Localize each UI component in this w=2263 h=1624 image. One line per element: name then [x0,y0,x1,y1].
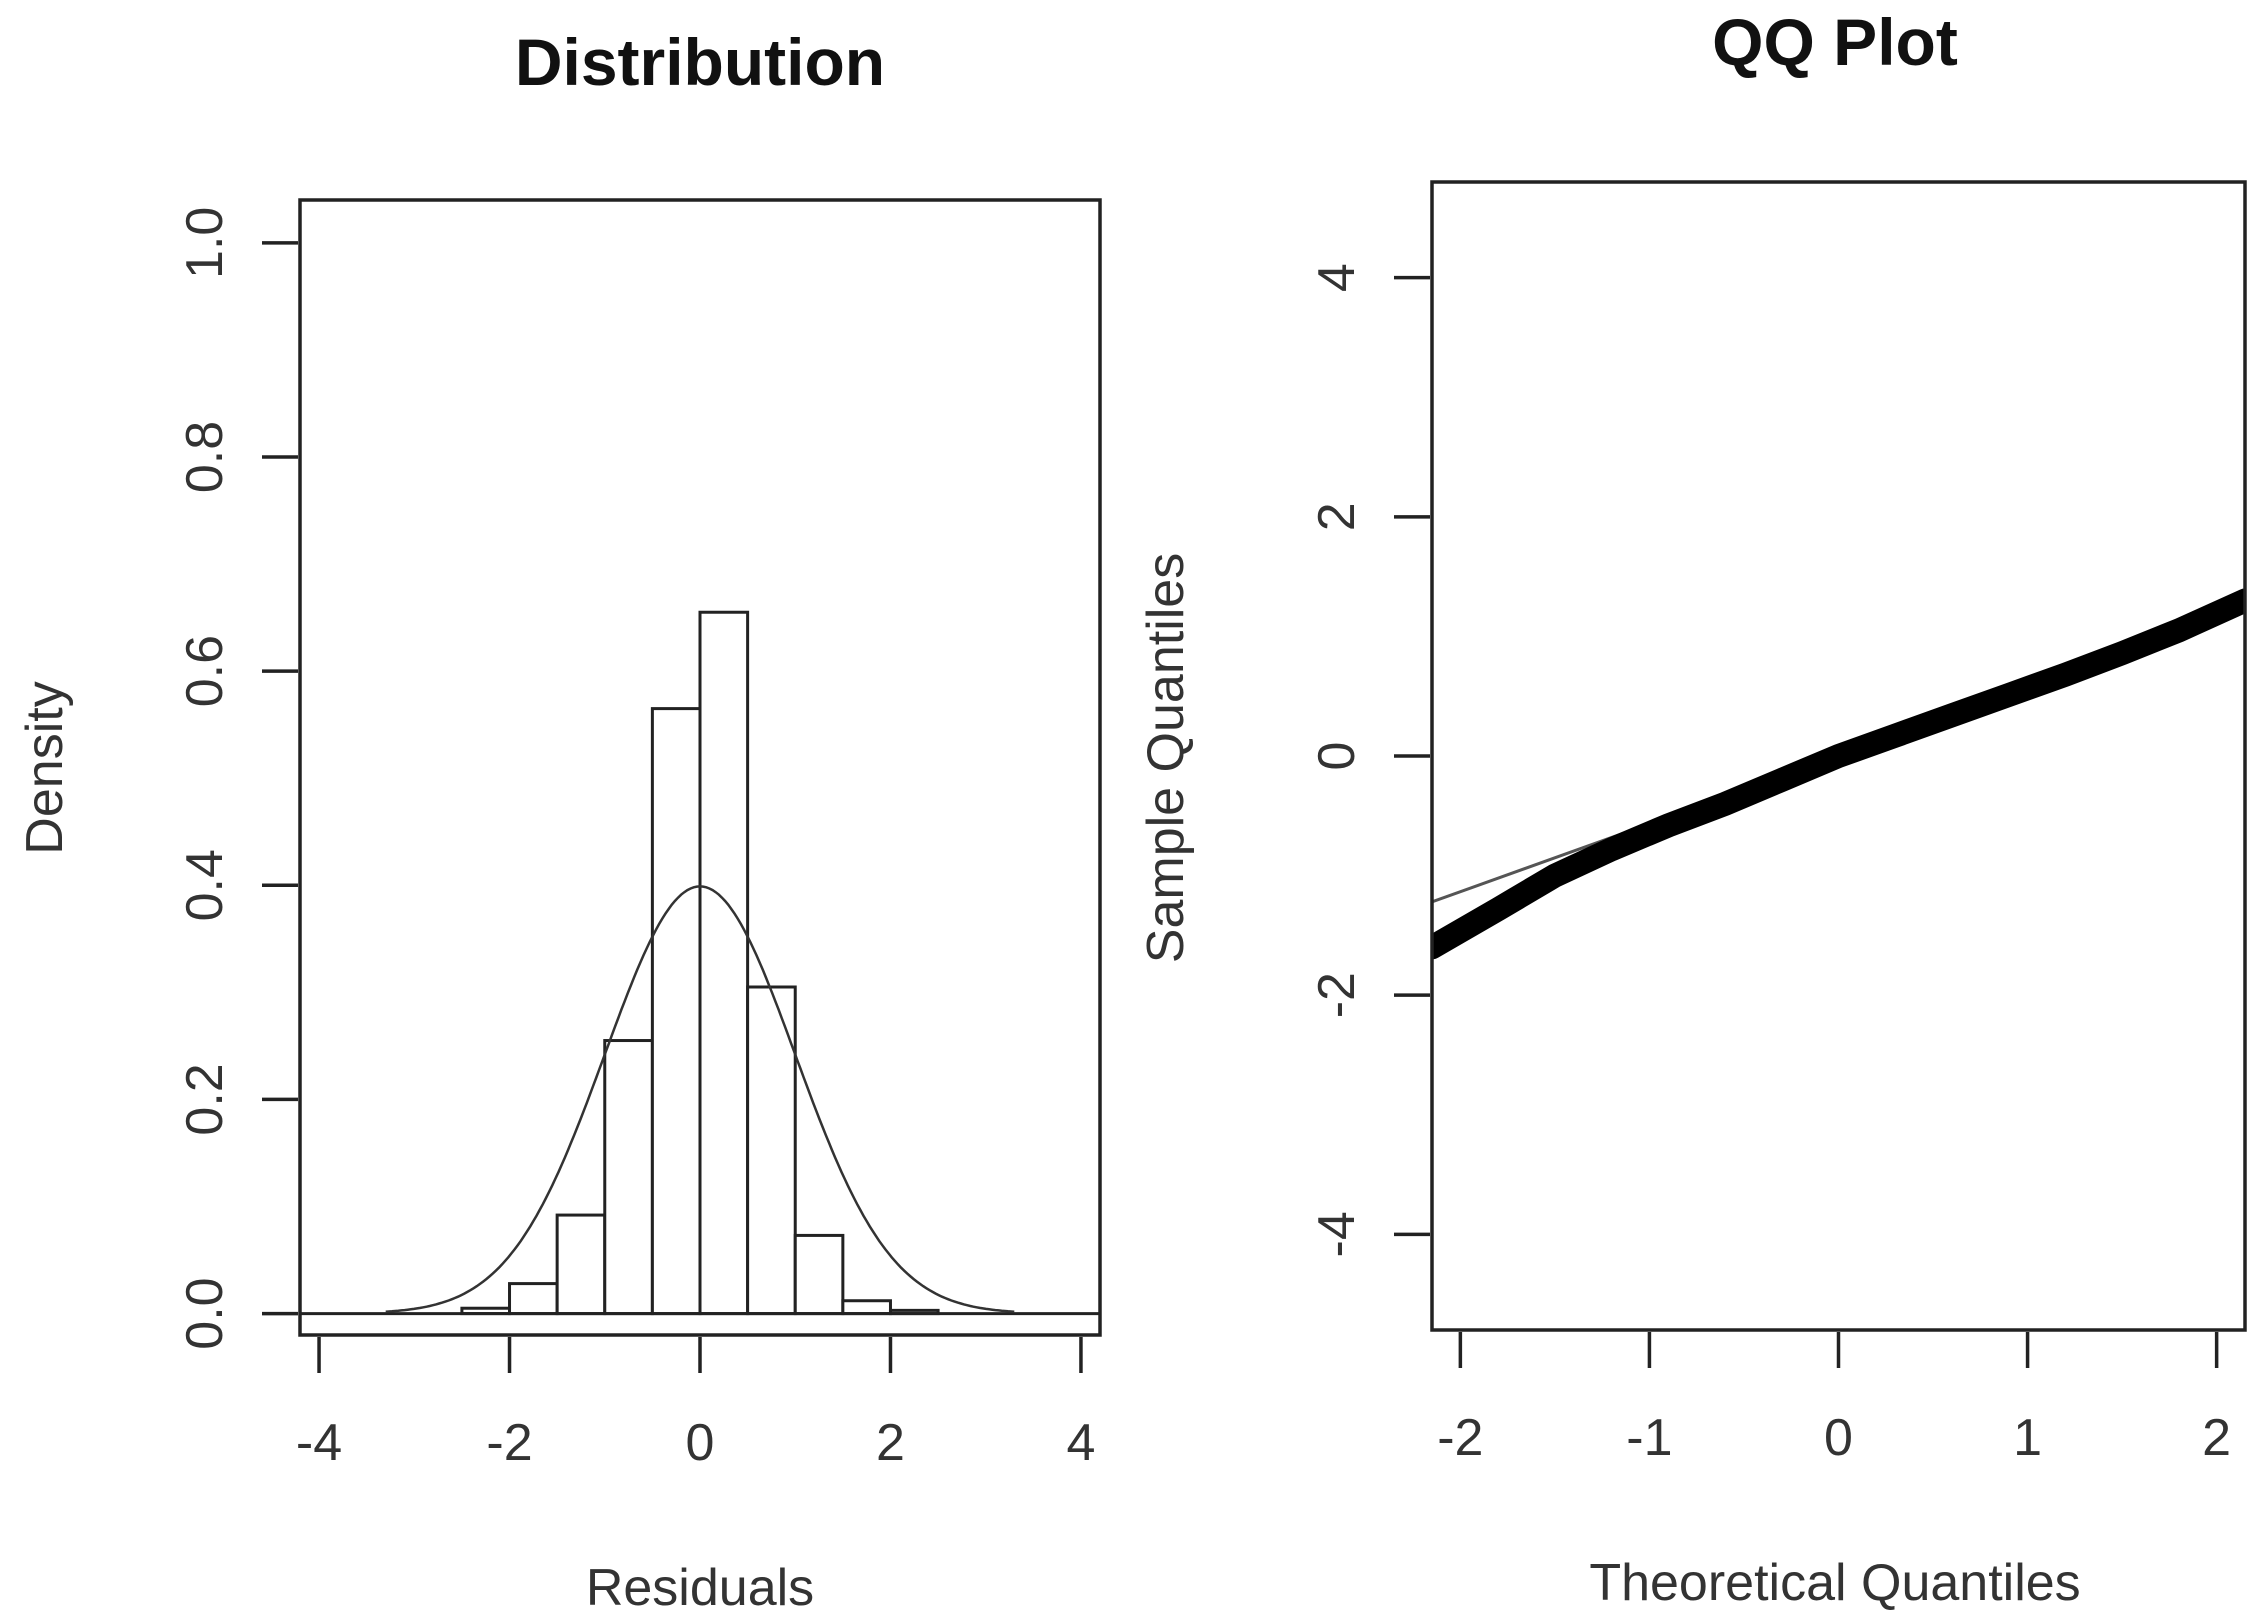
histogram-y-ticks: 0.0 0.2 0.4 0.6 0.8 1.0 [176,207,298,1350]
histogram-bar [650,707,702,1316]
qq-x-axis-label: Theoretical Quantiles [1589,1554,2080,1612]
histogram-y-tick-label: 0.6 [176,635,234,707]
qq-x-tick-label: 2 [2202,1409,2231,1467]
histogram-x-tick-label: 0 [686,1414,715,1472]
histogram-x-tick-label: -2 [486,1414,532,1472]
histogram-bar [698,610,750,1316]
histogram-x-tick-label: -4 [296,1414,342,1472]
histogram-x-tick-label: 4 [1066,1414,1095,1472]
qq-x-tick-label: -2 [1437,1409,1483,1467]
qq-title: QQ Plot [1712,5,1958,79]
qq-x-tick-label: 0 [1824,1409,1853,1467]
histogram-title: Distribution [515,25,885,99]
histogram-y-tick-label: 0.4 [176,849,234,921]
histogram-x-axis-label: Residuals [586,1559,814,1617]
histogram-chart: Distribution Residuals Density -4 -2 0 2 4 0… [16,25,1102,1617]
histogram-y-tick-label: 0.8 [176,421,234,493]
qq-y-tick-label: -2 [1308,972,1366,1018]
qq-plot-frame [1430,180,2247,1332]
histogram-y-tick-label: 0.0 [176,1277,234,1349]
qq-x-tick-label: 1 [2013,1409,2042,1467]
histogram-bars [460,610,940,1316]
histogram-y-tick-label: 0.2 [176,1063,234,1135]
histogram-bar [603,1039,654,1316]
histogram-bar [508,1282,559,1316]
qq-y-ticks: -4 -2 0 2 4 [1308,263,1430,1257]
qq-y-tick-label: 2 [1308,502,1366,531]
histogram-plot-frame [298,198,1102,1337]
histogram-x-ticks: -4 -2 0 2 4 [296,1337,1095,1472]
histogram-y-tick-label: 1.0 [176,207,234,279]
histogram-bar [555,1213,607,1316]
qq-y-tick-label: 4 [1308,263,1366,292]
qq-y-tick-label: -4 [1308,1211,1366,1257]
qq-y-tick-label: 0 [1308,742,1366,771]
qq-chart: QQ Plot Theoretical Quantiles Sample Qua… [1137,5,2247,1612]
histogram-bar [841,1299,892,1316]
qq-x-ticks: -2 -1 0 1 2 [1437,1332,2231,1467]
qq-sample-quantiles-line [1432,588,2245,960]
normal-density-curve [385,885,1015,1313]
histogram-x-tick-label: 2 [876,1414,905,1472]
histogram-bar [793,1233,845,1316]
qq-y-axis-label: Sample Quantiles [1137,553,1195,963]
histogram-y-axis-label: Density [16,681,74,854]
histogram-bar [746,985,797,1316]
qq-x-tick-label: -1 [1626,1409,1672,1467]
